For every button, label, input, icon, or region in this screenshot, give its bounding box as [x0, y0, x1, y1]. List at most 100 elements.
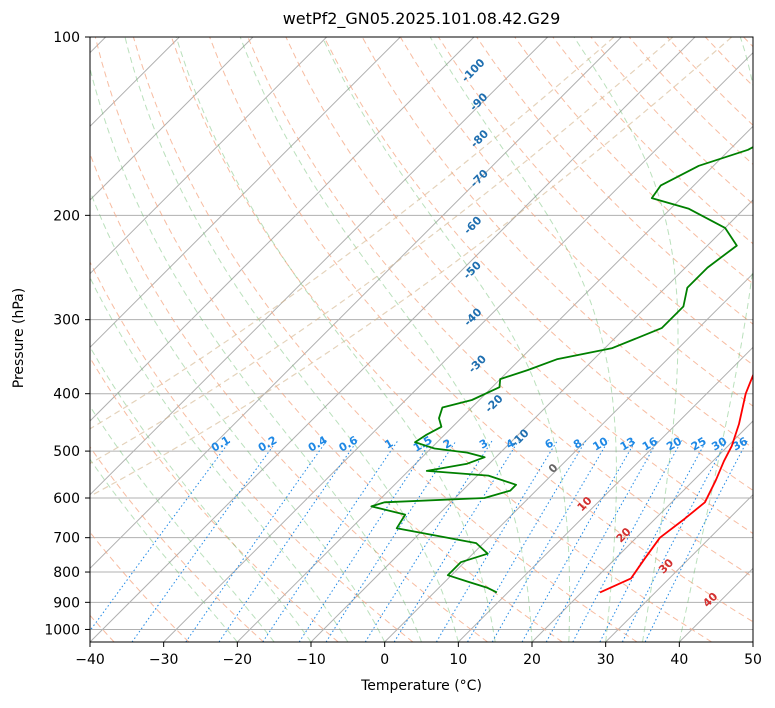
- dry-adiabat: [94, 37, 563, 642]
- mixing-ratio-line: [131, 440, 278, 642]
- dry-adiabat: [171, 37, 712, 642]
- dry-adiabat: [90, 260, 414, 642]
- dry-adiabat: [552, 37, 753, 245]
- dry-adiabat: [743, 37, 753, 48]
- y-tick-label: 1000: [44, 622, 80, 638]
- y-tick-label: 300: [53, 313, 80, 329]
- mixing-ratio-line: [364, 440, 493, 642]
- isotherm-gridline: [457, 346, 753, 642]
- isotherm-gridline: [0, 37, 32, 642]
- x-tick-label: 20: [523, 652, 541, 668]
- mixing-ratio-line: [467, 440, 587, 642]
- dry-adiabat-label: -60: [461, 214, 484, 237]
- y-tick-label: 900: [53, 595, 80, 611]
- mixing-ratio-line: [491, 440, 609, 642]
- dry-adiabat: [90, 152, 488, 642]
- isotherm-gridline: [678, 567, 753, 642]
- dry-adiabat: [323, 37, 753, 491]
- plot-frame: [89, 36, 754, 643]
- isotherm-gridline: [163, 51, 753, 642]
- moist-adiabat: [90, 346, 312, 642]
- dewpoint-profile: [370, 146, 753, 594]
- dry-adiabat-label: -100: [459, 56, 488, 85]
- x-tick-label: −20: [223, 652, 253, 668]
- y-tick-label: 200: [53, 208, 80, 224]
- mixing-ratio-line: [90, 440, 231, 632]
- mixing-ratio-line: [521, 440, 637, 642]
- isotherm-gridline: [90, 37, 549, 496]
- dry-adiabat: [247, 37, 753, 578]
- y-tick-label: 700: [53, 531, 80, 547]
- dry-adiabat: [476, 37, 753, 325]
- x-tick-label: −30: [149, 652, 179, 668]
- isotherm-gridline: [605, 493, 753, 642]
- isotherm-gridline: [90, 37, 475, 422]
- mixing-ratio-line: [545, 440, 659, 642]
- tan-adiabat: [90, 37, 733, 497]
- x-axis-label: Temperature (°C): [361, 678, 482, 694]
- dry-adiabat-label: 20: [614, 525, 634, 545]
- dry-adiabat-label: -40: [461, 305, 484, 328]
- moist-adiabat: [573, 37, 679, 642]
- isotherm-gridline: [236, 125, 753, 642]
- tan-adiabat: [90, 37, 674, 465]
- dry-adiabat: [590, 37, 753, 205]
- dry-adiabat-label: -80: [468, 127, 491, 150]
- dry-adiabat-label: 40: [700, 590, 720, 610]
- isotherm-gridline: [384, 272, 753, 642]
- mixing-ratio-line: [298, 440, 432, 642]
- isotherm-gridline: [90, 37, 254, 201]
- mixing-ratio-line: [572, 440, 683, 642]
- x-tick-label: 30: [597, 652, 615, 668]
- y-tick-label: 800: [53, 565, 80, 581]
- y-tick-label: 400: [53, 387, 80, 403]
- moist-adiabat: [678, 37, 753, 642]
- chart-title: wetPf2_GN05.2025.101.08.42.G29: [282, 9, 561, 28]
- dry-adiabat: [90, 531, 190, 642]
- dry-adiabat: [285, 37, 753, 535]
- moist-adiabat: [124, 37, 459, 642]
- isotherm-gridline: [310, 199, 753, 642]
- moist-adiabat: [90, 189, 386, 642]
- moist-adiabat: [239, 37, 533, 642]
- x-tick-label: 50: [744, 652, 762, 668]
- isotherm-gridline: [90, 37, 401, 349]
- mixing-ratio-line: [218, 440, 358, 642]
- x-tick-label: 0: [380, 652, 389, 668]
- dry-adiabat: [132, 37, 638, 642]
- mixing-ratio-label: 6: [543, 436, 556, 451]
- isotherm-gridline: [90, 37, 622, 570]
- mixing-ratio-line: [185, 440, 328, 642]
- dry-adiabat-label: 30: [656, 556, 676, 576]
- isotherm-gridline: [90, 37, 328, 275]
- moist-adiabat: [429, 37, 617, 642]
- moist-adiabat: [90, 66, 422, 642]
- moist-adiabat: [90, 458, 238, 642]
- dry-adiabat-label: -20: [482, 392, 505, 415]
- axes: −40 −30 −20 −10 0 10 20 30 40 50 100 200 300 400 500 60…: [44, 30, 762, 668]
- mixing-ratio-line: [644, 440, 748, 642]
- dry-adiabat: [90, 356, 339, 642]
- moist-adiabat: [175, 37, 496, 642]
- mixing-ratio-line: [435, 440, 558, 642]
- y-tick-label: 600: [53, 491, 80, 507]
- dry-adiabat: [90, 446, 264, 642]
- y-tick-label: 500: [53, 444, 80, 460]
- background-lines: [0, 37, 753, 642]
- moist-adiabat: [321, 37, 571, 642]
- moist-adiabat: [90, 276, 349, 642]
- moist-adiabat: [90, 405, 275, 642]
- mixing-ratio-line: [262, 440, 399, 642]
- isotherm-gridline: [531, 420, 753, 642]
- dry-adiabat-label: 10: [575, 494, 595, 514]
- mixing-ratio-line: [621, 440, 728, 642]
- dry-adiabat: [90, 614, 115, 642]
- dry-adiabat: [514, 37, 753, 285]
- dry-adiabat: [666, 37, 753, 126]
- dry-adiabat-label: -90: [467, 90, 490, 113]
- temperature-profile: [599, 372, 753, 594]
- x-tick-label: 40: [670, 652, 688, 668]
- x-tick-label: 10: [449, 652, 467, 668]
- mixing-ratio-line: [325, 440, 457, 642]
